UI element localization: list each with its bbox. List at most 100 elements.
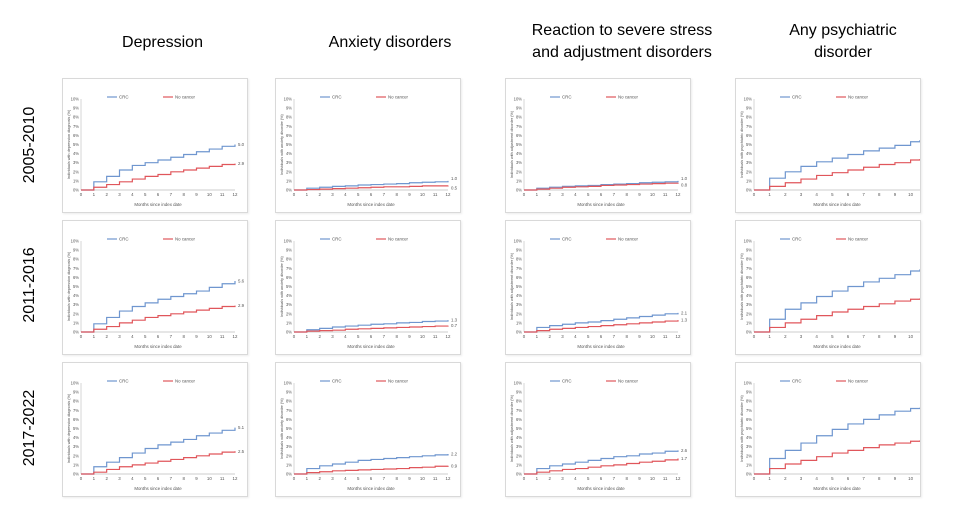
column-title-line: Depression (122, 34, 203, 51)
x-tick-label: 10 (420, 476, 425, 481)
x-tick-label: 5 (144, 192, 147, 197)
x-tick-label: 3 (331, 476, 334, 481)
chart-panel: 0% 1% 2% 3% 4% 5% 6% 7% 8% 9% 10% 0 1 2 3 4 5 6 7 8 9 10 11 12 M… (275, 220, 461, 355)
x-tick-label: 6 (157, 334, 160, 339)
chart-panel: 0% 1% 2% 3% 4% 5% 6% 7% 8% 9% 10% 0 1 2 3 4 5 6 7 8 9 10 11 12 M… (505, 220, 691, 355)
x-tick-label: 6 (157, 192, 160, 197)
x-tick-label: 4 (131, 192, 134, 197)
series-line-no-cancer (524, 320, 679, 333)
y-tick-label: 5% (73, 284, 79, 289)
x-tick-label: 7 (862, 476, 865, 481)
x-axis-label: Months since index date (347, 344, 395, 349)
x-tick-label: 1 (768, 192, 771, 197)
y-tick-label: 2% (746, 311, 752, 316)
y-tick-label: 4% (286, 293, 292, 298)
row-title-2011-2016: 2011-2016 (0, 215, 60, 355)
x-tick-label: 2 (318, 476, 321, 481)
chart-svg: 0% 1% 2% 3% 4% 5% 6% 7% 8% 9% 10% 0 1 2 3 4 5 6 7 8 9 10 Month… (740, 379, 920, 491)
end-value-label: 0.5 (451, 185, 458, 190)
y-tick-label: 3% (746, 444, 752, 449)
y-tick-label: 4% (746, 435, 752, 440)
y-axis-label: Individuals with psychiatric disorder (%… (740, 253, 744, 320)
x-tick-label: 4 (574, 476, 577, 481)
y-tick-label: 6% (746, 275, 752, 280)
x-tick-label: 6 (370, 476, 373, 481)
series-line-no-cancer (81, 305, 236, 333)
legend-label: CRC (562, 95, 572, 100)
x-tick-label: 2 (105, 192, 108, 197)
x-tick-label: 1 (306, 476, 309, 481)
series-line-no-cancer (754, 159, 920, 191)
y-tick-label: 10% (284, 239, 293, 244)
end-value-label: 0.8 (681, 183, 688, 188)
series-line-crc (294, 453, 449, 475)
x-tick-label: 9 (408, 334, 411, 339)
y-tick-label: 1% (516, 178, 522, 183)
y-tick-label: 4% (516, 151, 522, 156)
x-tick-label: 3 (800, 334, 803, 339)
x-tick-label: 0 (293, 476, 296, 481)
series-line-no-cancer (294, 325, 449, 333)
x-tick-label: 10 (207, 192, 212, 197)
x-tick-label: 3 (561, 476, 564, 481)
y-tick-label: 9% (746, 248, 752, 253)
y-tick-label: 4% (73, 435, 79, 440)
y-tick-label: 1% (746, 178, 752, 183)
legend-label: CRC (792, 379, 802, 384)
y-tick-label: 9% (286, 248, 292, 253)
y-tick-label: 4% (746, 293, 752, 298)
y-tick-label: 0% (73, 330, 79, 335)
y-tick-label: 0% (286, 330, 292, 335)
x-tick-label: 7 (613, 334, 616, 339)
x-tick-label: 12 (676, 192, 681, 197)
x-tick-label: 7 (383, 334, 386, 339)
y-tick-label: 8% (746, 257, 752, 262)
x-tick-label: 0 (80, 192, 83, 197)
x-tick-label: 11 (220, 334, 225, 339)
x-tick-label: 1 (768, 334, 771, 339)
series-line-crc (524, 180, 679, 191)
y-tick-label: 8% (516, 399, 522, 404)
chart-panel: 0% 1% 2% 3% 4% 5% 6% 7% 8% 9% 10% 0 1 2 3 4 5 6 7 8 9 10 11 12 M… (275, 78, 461, 213)
y-tick-label: 8% (73, 257, 79, 262)
y-tick-label: 7% (286, 266, 292, 271)
y-tick-label: 3% (746, 160, 752, 165)
x-tick-label: 4 (131, 334, 134, 339)
y-tick-label: 8% (286, 257, 292, 262)
series-line-crc (294, 320, 449, 333)
x-tick-label: 3 (561, 192, 564, 197)
x-tick-label: 12 (446, 334, 451, 339)
x-tick-label: 5 (144, 334, 147, 339)
legend-label: CRC (332, 237, 342, 242)
y-tick-label: 6% (286, 133, 292, 138)
y-tick-label: 5% (73, 142, 79, 147)
x-tick-label: 5 (587, 334, 590, 339)
x-tick-label: 11 (663, 476, 668, 481)
y-tick-label: 4% (516, 435, 522, 440)
x-axis-label: Months since index date (347, 202, 395, 207)
y-axis-label: Individuals with psychiatric disorder (%… (740, 395, 744, 462)
chart-panel: 0% 1% 2% 3% 4% 5% 6% 7% 8% 9% 10% 0 1 2 3 4 5 6 7 8 9 10 Month… (735, 78, 921, 213)
chart-svg: 0%1%2%3%4%5%6%7%8%9%10%0 1 2 3 4 5 6 7 8 9 10 11 12M… (280, 95, 458, 208)
x-tick-label: 7 (383, 476, 386, 481)
y-tick-label: 9% (73, 106, 79, 111)
y-tick-label: 2% (516, 311, 522, 316)
y-axis-label: Individuals with adjustment disorder (%) (510, 110, 514, 178)
x-tick-label: 0 (523, 476, 526, 481)
chart-svg: 0% 1% 2% 3% 4% 5% 6% 7% 8% 9% 10% 0 1 2 3 4 5 6 7 8 9 10 Month… (740, 95, 920, 207)
y-tick-label: 10% (744, 381, 753, 386)
x-tick-label: 12 (446, 476, 451, 481)
y-tick-label: 3% (286, 302, 292, 307)
y-axis-label: Individuals with anxiety disorder (%) (280, 113, 284, 174)
column-title-line: Reaction to severe stress (531, 22, 713, 39)
x-tick-label: 0 (293, 192, 296, 197)
series-line-crc (294, 180, 449, 191)
y-tick-label: 1% (73, 320, 79, 325)
end-value-label: 2.5 (238, 449, 245, 454)
x-axis-label: Months since index date (577, 202, 625, 207)
y-tick-label: 9% (746, 390, 752, 395)
x-tick-label: 1 (93, 334, 96, 339)
row-title-text: 2011-2016 (21, 247, 38, 323)
end-value-label: 2.2 (451, 451, 458, 456)
column-title-line: Anxiety disorders (328, 34, 452, 51)
